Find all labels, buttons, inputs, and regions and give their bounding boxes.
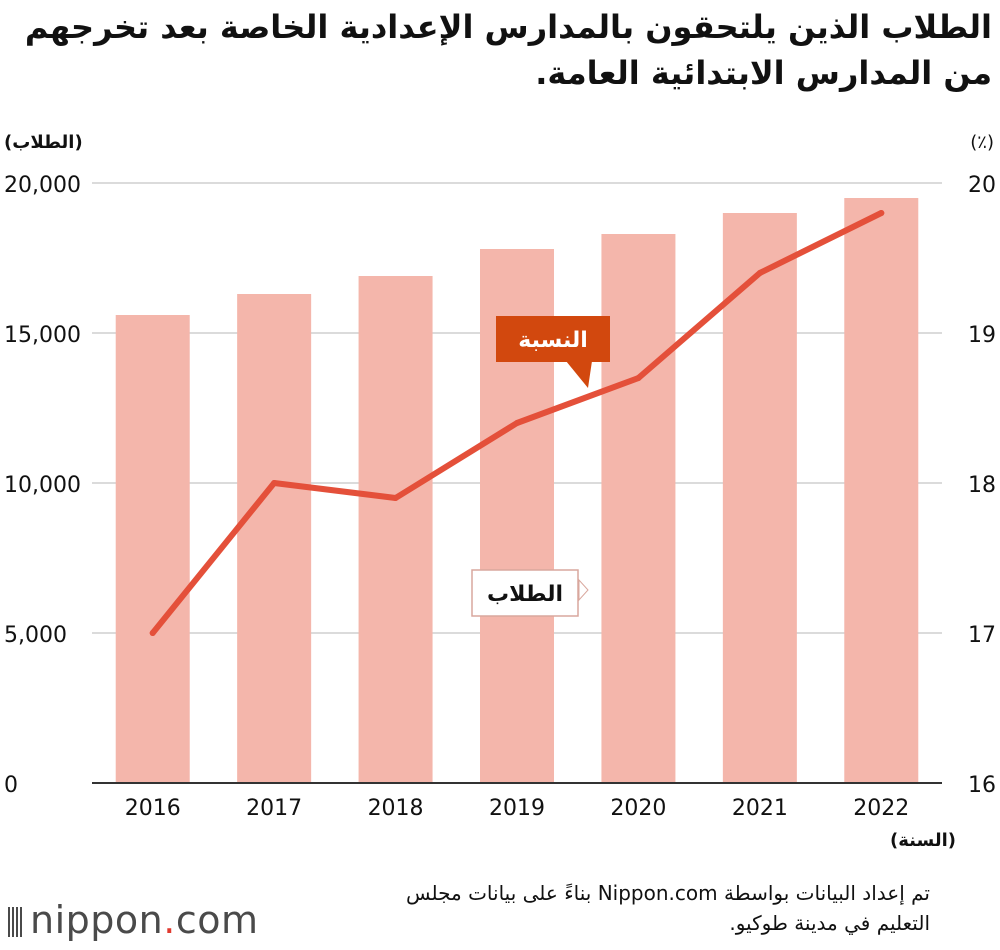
nippon-logo: nippon.com	[8, 898, 258, 942]
students-callout-pointer	[578, 578, 589, 602]
x-axis-label: (السنة)	[890, 830, 956, 851]
logo-dot: .	[163, 898, 176, 942]
source-note: تم إعداد البيانات بواسطة Nippon.com بناء…	[406, 881, 930, 935]
bar	[237, 294, 312, 783]
ratio-callout-pointer	[566, 361, 592, 388]
left-tick-label: 15,000	[4, 323, 81, 348]
ratio-point	[392, 495, 399, 501]
logo-domain: com	[175, 898, 259, 942]
series-labels: النسبة الطلاب	[471, 316, 610, 617]
students-callout-label: الطلاب	[487, 582, 563, 607]
bar-series	[115, 198, 919, 783]
bar	[115, 315, 190, 783]
left-tick-label: 10,000	[4, 473, 81, 498]
ratio-point	[514, 420, 520, 426]
bar	[601, 234, 676, 783]
ratio-point	[635, 375, 642, 381]
ratio-point	[149, 630, 156, 636]
ratio-point	[878, 210, 885, 216]
right-tick-label: 19	[968, 323, 996, 348]
x-tick-label: 2017	[246, 796, 302, 821]
bar	[358, 276, 433, 783]
axes: 0 5,000 10,000 15,000 20,000 16 17 18 19 20 (الطلا…	[4, 132, 996, 851]
right-tick-label: 18	[968, 473, 996, 498]
right-tick-label: 16	[968, 773, 996, 798]
bar	[844, 198, 919, 783]
x-tick-label: 2016	[125, 796, 181, 821]
left-axis-label: (الطلاب)	[4, 132, 83, 153]
left-tick-label: 5,000	[4, 623, 67, 648]
logo-mark-icon	[8, 907, 22, 937]
ratio-callout-box	[496, 316, 610, 362]
right-axis-label: (٪)	[970, 132, 994, 153]
right-tick-label: 20	[968, 173, 996, 198]
right-tick-label: 17	[968, 623, 996, 648]
line-series	[149, 210, 885, 636]
bar	[722, 213, 797, 783]
x-tick-label: 2021	[732, 796, 788, 821]
x-tick-label: 2022	[853, 796, 909, 821]
x-tick-label: 2018	[368, 796, 424, 821]
students-callout-box	[471, 569, 579, 617]
left-tick-label: 20,000	[4, 173, 81, 198]
ratio-callout-label: النسبة	[518, 328, 588, 353]
left-tick-label: 0	[4, 773, 18, 798]
x-tick-label: 2019	[489, 796, 545, 821]
x-tick-label: 2020	[610, 796, 666, 821]
ratio-point	[756, 270, 763, 276]
logo-name: nippon	[30, 898, 164, 942]
chart-area: 0 5,000 10,000 15,000 20,000 16 17 18 19 20 (الطلا…	[4, 132, 996, 851]
chart-title: الطلاب الذين يلتحقون بالمدارس الإعدادية …	[24, 8, 992, 92]
ratio-point	[271, 480, 278, 486]
